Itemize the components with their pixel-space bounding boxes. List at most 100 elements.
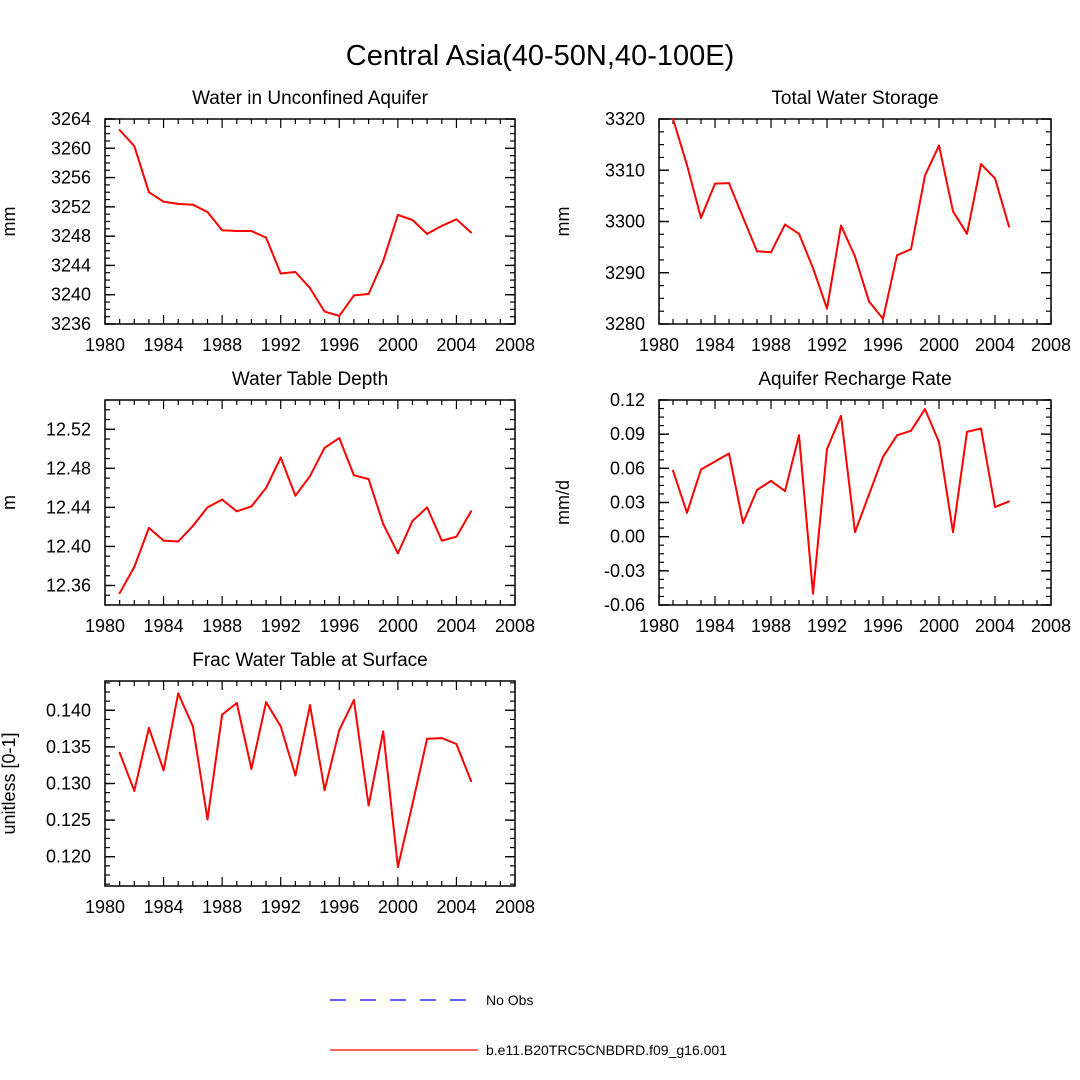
x-tick-label: 1996: [863, 335, 903, 355]
x-tick-label: 1992: [261, 335, 301, 355]
y-tick-label: 3290: [605, 263, 645, 283]
data-point: [826, 307, 828, 310]
data-point: [118, 128, 121, 131]
data-point: [470, 231, 473, 234]
data-point: [162, 769, 165, 772]
x-tick-label: 2004: [436, 897, 476, 917]
y-tick-label: 3280: [605, 314, 645, 334]
data-point: [279, 725, 282, 728]
data-point: [426, 232, 429, 235]
data-point: [700, 216, 702, 219]
data-point: [854, 531, 856, 534]
data-point: [700, 468, 702, 471]
data-point: [411, 520, 414, 523]
x-tick-label: 1980: [85, 616, 125, 636]
data-point: [338, 437, 341, 440]
y-tick-label: 3240: [51, 285, 91, 305]
panel-title: Frac Water Table at Surface: [192, 650, 428, 671]
data-point: [966, 232, 968, 235]
y-axis-label: m: [0, 495, 19, 510]
data-point: [382, 730, 385, 733]
panel-2: Total Water Storage 1980 1984 1988 1992 1996 2…: [553, 88, 1071, 355]
data-point: [882, 455, 884, 458]
data-point: [952, 531, 954, 534]
y-tick-label: 12.48: [46, 458, 91, 478]
y-tick-label: 0.12: [610, 390, 645, 410]
data-point: [162, 200, 165, 203]
data-point: [924, 174, 926, 177]
y-tick-label: 12.36: [46, 575, 91, 595]
data-point: [938, 441, 940, 444]
data-point: [206, 506, 209, 509]
y-axis-label: mm/d: [553, 480, 573, 525]
data-point: [147, 526, 150, 529]
x-tick-label: 2008: [495, 616, 535, 636]
panel-3: Water Table Depth 1980 1984 1988 1992 1996 200…: [0, 369, 535, 636]
x-tick-label: 1988: [751, 335, 791, 355]
y-tick-label: 3310: [605, 160, 645, 180]
x-tick-label: 2000: [378, 335, 418, 355]
x-tick-label: 1996: [319, 897, 359, 917]
data-point: [1008, 225, 1010, 228]
y-tick-label: 3320: [605, 109, 645, 129]
data-point: [177, 202, 180, 205]
y-axis-label: mm: [553, 207, 573, 237]
data-point: [118, 751, 121, 754]
x-tick-label: 1980: [639, 616, 679, 636]
data-point: [896, 254, 898, 257]
y-tick-label: -0.03: [604, 561, 645, 581]
data-point: [742, 216, 744, 219]
data-point: [728, 182, 730, 185]
data-point: [191, 725, 194, 728]
legend: No Obs b.e11.B20TRC5CNBDRD.f09_g16.001: [330, 992, 727, 1058]
data-point: [728, 452, 730, 455]
legend-model-label: b.e11.B20TRC5CNBDRD.f09_g16.001: [486, 1042, 727, 1058]
data-point: [854, 255, 856, 258]
y-tick-label: 12.40: [46, 536, 91, 556]
data-point: [742, 522, 744, 524]
x-tick-label: 2008: [1031, 616, 1071, 636]
y-tick-label: -0.06: [604, 595, 645, 615]
series-line-1: [118, 129, 472, 317]
panel-title: Aquifer Recharge Rate: [758, 369, 951, 390]
data-point: [279, 272, 282, 275]
data-point: [221, 713, 224, 716]
data-point: [714, 460, 716, 463]
data-point: [440, 224, 443, 227]
data-point: [367, 804, 370, 807]
x-tick-label: 1992: [807, 616, 847, 636]
data-point: [910, 248, 912, 251]
data-point: [868, 300, 870, 303]
data-point: [994, 177, 996, 180]
data-point: [686, 164, 688, 167]
y-tick-label: 12.52: [46, 419, 91, 439]
y-tick-label: 0.06: [610, 458, 645, 478]
data-point: [235, 701, 238, 704]
y-axis-label: unitless [0-1]: [0, 732, 19, 834]
data-point: [455, 742, 458, 745]
x-tick-label: 1988: [751, 616, 791, 636]
data-point: [882, 317, 884, 320]
data-point: [980, 163, 982, 166]
data-point: [686, 511, 688, 514]
y-tick-label: 3252: [51, 197, 91, 217]
data-point: [714, 182, 716, 185]
y-tick-label: 3260: [51, 138, 91, 158]
x-tick-label: 2000: [378, 616, 418, 636]
data-point: [265, 486, 268, 489]
plot-frame: [658, 399, 1052, 606]
data-point: [250, 505, 253, 508]
data-point: [756, 488, 758, 491]
data-point: [924, 408, 926, 411]
plot-frame: [104, 680, 516, 887]
data-point: [352, 699, 355, 702]
data-point: [352, 294, 355, 297]
series-line-1: [672, 118, 1010, 320]
data-point: [470, 780, 473, 783]
data-point: [338, 729, 341, 732]
x-tick-label: 1988: [202, 335, 242, 355]
x-tick-label: 1980: [639, 335, 679, 355]
data-point: [206, 818, 209, 821]
panel-title: Water Table Depth: [232, 369, 388, 390]
